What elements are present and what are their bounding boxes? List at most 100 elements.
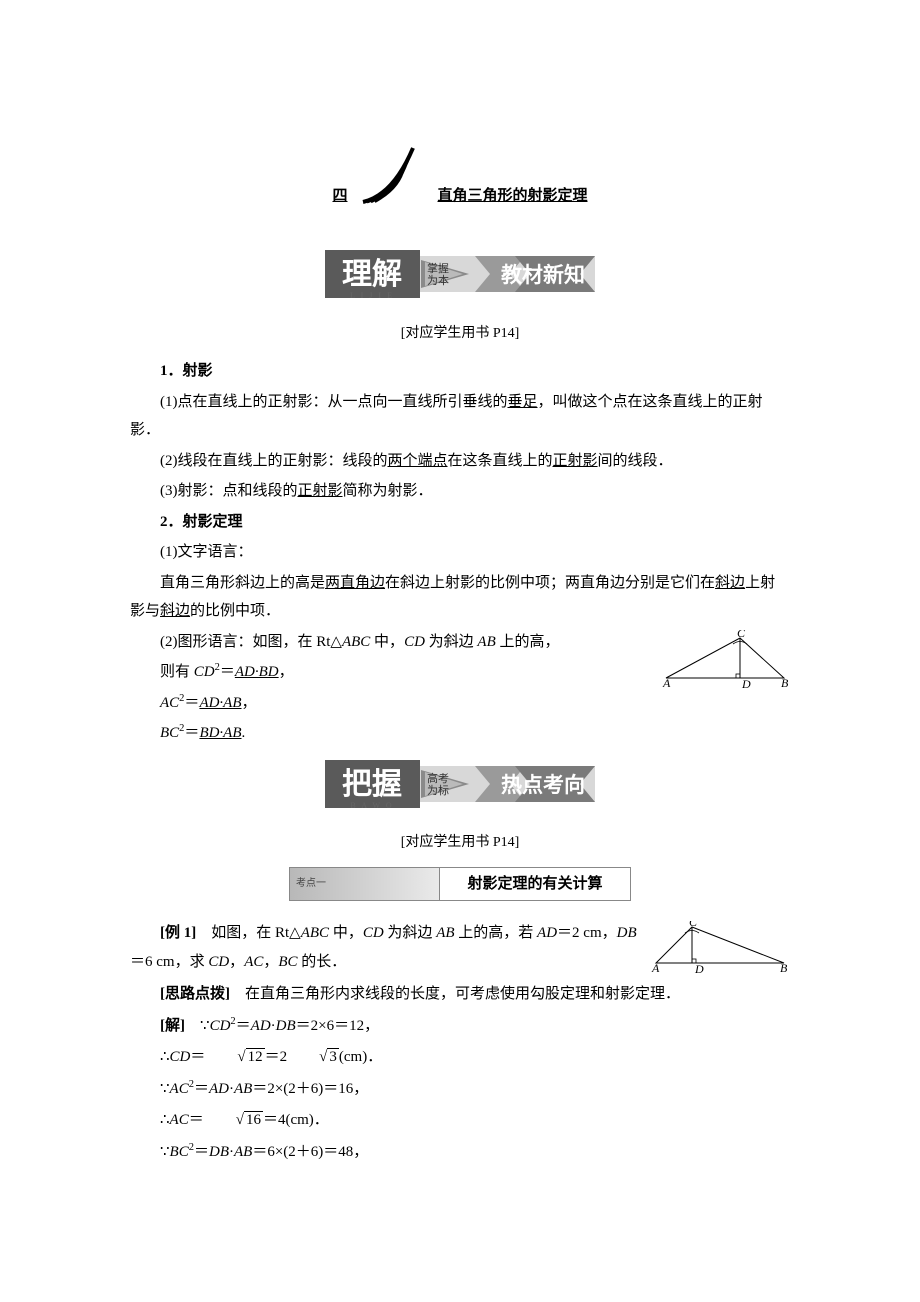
chapter-title: 直角三角形的射影定理 — [438, 182, 588, 211]
var: BC — [160, 725, 179, 741]
var: DB — [617, 925, 637, 941]
solution-label: [解] — [160, 1018, 185, 1034]
chapter-header: 四 直角三角形的射影定理 — [130, 140, 790, 210]
sqrt-val: 12 — [246, 1048, 265, 1065]
page-ref-1: [对应学生用书 P14] — [130, 321, 790, 348]
text: (2)线段在直线上的正射影：线段的 — [160, 453, 388, 469]
var: AC — [244, 954, 263, 970]
text: ∴ — [160, 1112, 170, 1128]
sol-line-5: ∵BC2＝DB·AB＝6×(2＋6)＝48， — [130, 1138, 790, 1167]
var: AD — [251, 1018, 271, 1034]
topic-inner: 考点一 射影定理的有关计算 — [289, 867, 631, 902]
text: 为斜边 — [425, 634, 478, 650]
var: ABC — [342, 634, 370, 650]
text: ＝ — [189, 1112, 204, 1128]
svg-text:高考: 高考 — [427, 771, 449, 785]
sqrt-val: 16 — [244, 1111, 263, 1128]
topic-right: 射影定理的有关计算 — [440, 868, 630, 901]
var: CD — [404, 634, 425, 650]
var: CD — [208, 954, 229, 970]
hint-label: [思路点拨] — [160, 986, 230, 1002]
text: 在斜边上射影的比例中项；两直角边分别是它们在 — [385, 575, 715, 591]
text: 则有 — [160, 664, 194, 680]
sec2-eq3: BC2＝BD·AB. — [130, 719, 790, 748]
svg-text:热点考向: 热点考向 — [501, 773, 585, 797]
text: 为斜边 — [384, 925, 437, 941]
underline-text: 斜边 — [715, 575, 745, 591]
chapter-row: 四 直角三角形的射影定理 — [130, 140, 790, 210]
svg-text:D: D — [694, 962, 704, 973]
text: 直角三角形斜边上的高是 — [160, 575, 325, 591]
var: AD — [537, 925, 557, 941]
sol-line-2: ∴CD＝12＝23(cm)． — [130, 1043, 790, 1072]
swoosh-icon — [358, 140, 428, 210]
text: ＝2×6＝12， — [296, 1018, 379, 1034]
sec1-title: 1．射影 — [130, 357, 790, 386]
text: ∴ — [160, 1049, 170, 1065]
svg-text:B: B — [781, 676, 789, 690]
text: (2)图形语言：如图，在 Rt△ — [160, 634, 342, 650]
var: AB — [234, 1081, 252, 1097]
topic-left: 考点一 — [290, 868, 440, 901]
text: 如图，在 Rt△ — [196, 925, 300, 941]
text: 中， — [370, 634, 404, 650]
sec2-p2: 直角三角形斜边上的高是两直角边在斜边上射影的比例中项；两直角边分别是它们在斜边上… — [130, 569, 790, 626]
var: CD — [363, 925, 384, 941]
text: 中， — [329, 925, 363, 941]
triangle-figure-2: A B C D — [650, 921, 790, 973]
text: 在这条直线上的 — [448, 453, 553, 469]
var: AB — [436, 925, 454, 941]
banner-lijie-icon: 理解 L I J I E 掌握 为本 教材新知 — [325, 250, 595, 302]
text: (cm)． — [339, 1049, 382, 1065]
chapter-number: 四 — [332, 182, 347, 211]
underline-text: 正射影 — [298, 483, 343, 499]
var: AC — [170, 1112, 189, 1128]
text: ＝2 — [265, 1049, 288, 1065]
underline-var: AD·BD — [235, 664, 279, 680]
var: AD — [209, 1081, 229, 1097]
text: ∵ — [200, 1018, 210, 1034]
text: ＝2 cm， — [557, 925, 617, 941]
text: 简称为射影． — [343, 483, 433, 499]
text: ， — [263, 954, 278, 970]
var: AB — [477, 634, 495, 650]
svg-text:C: C — [737, 630, 746, 640]
underline-text: 正射影 — [553, 453, 598, 469]
sec1-p3: (3)射影：点和线段的正射影简称为射影． — [130, 477, 790, 506]
text: ＝4(cm)． — [263, 1112, 329, 1128]
svg-text:理解: 理解 — [342, 258, 402, 291]
hint: [思路点拨] 在直角三角形内求线段的长度，可考虑使用勾股定理和射影定理． — [130, 980, 790, 1009]
text: ＝ — [236, 1018, 251, 1034]
var: DB — [209, 1144, 229, 1160]
text: 的比例中项． — [190, 603, 280, 619]
banner-1-row: 理解 L I J I E 掌握 为本 教材新知 — [130, 240, 790, 321]
svg-text:A: A — [651, 961, 660, 973]
sol-line-1: [解] ∵CD2＝AD·DB＝2×6＝12， — [130, 1012, 790, 1041]
sec2-eq2: AC2＝AD·AB， — [130, 689, 790, 718]
main-content: 1．射影 (1)点在直线上的正射影：从一点向一直线所引垂线的垂足，叫做这个点在这… — [130, 357, 790, 1166]
topic-box: 考点一 射影定理的有关计算 — [130, 867, 790, 902]
var: BC — [170, 1144, 189, 1160]
sec1-p1: (1)点在直线上的正射影：从一点向一直线所引垂线的垂足，叫做这个点在这条直线上的… — [130, 388, 790, 445]
sec2-title: 2．射影定理 — [130, 508, 790, 537]
var: ABC — [301, 925, 329, 941]
text: ＝ — [194, 1081, 209, 1097]
text: ＝ — [194, 1144, 209, 1160]
sol-line-4: ∴AC＝ 16＝4(cm)． — [130, 1106, 790, 1135]
var: CD — [170, 1049, 191, 1065]
example-label: [例 1] — [160, 925, 196, 941]
svg-text:B: B — [780, 961, 788, 973]
var: DB — [276, 1018, 296, 1034]
underline-text: 两个端点 — [388, 453, 448, 469]
var: AC — [160, 695, 179, 711]
text: (1)点在直线上的正射影：从一点向一直线所引垂线的 — [160, 394, 508, 410]
underline-var: BD·AB — [199, 725, 241, 741]
svg-text:为本: 为本 — [427, 273, 449, 287]
var: BC — [278, 954, 297, 970]
svg-text:教材新知: 教材新知 — [501, 263, 585, 287]
underline-text: 斜边 — [160, 603, 190, 619]
svg-text:A: A — [662, 676, 671, 690]
sec1-p2: (2)线段在直线上的正射影：线段的两个端点在这条直线上的正射影间的线段． — [130, 447, 790, 476]
svg-text:L I J I E: L I J I E — [350, 291, 394, 300]
text: ＝2×(2＋6)＝16， — [252, 1081, 368, 1097]
